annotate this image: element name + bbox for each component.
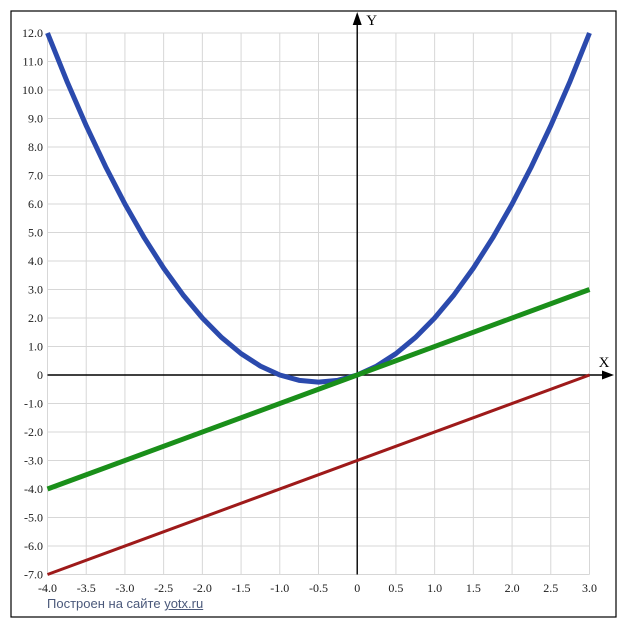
footer-text: Построен на сайте <box>47 596 161 611</box>
footer: Построен на сайте yotx.ru <box>47 596 203 611</box>
x-tick-label: -0.5 <box>309 581 328 595</box>
x-tick-label: 0 <box>354 581 360 595</box>
y-tick-label: 9.0 <box>28 112 43 126</box>
y-tick-label: 10.0 <box>22 83 43 97</box>
series-line-0 <box>45 32 592 385</box>
y-tick-label: 1.0 <box>28 340 43 354</box>
y-tick-label: 6.0 <box>28 197 43 211</box>
y-tick-label: 0 <box>37 368 43 382</box>
x-tick-label: -2.0 <box>193 581 212 595</box>
x-tick-label: 3.0 <box>582 581 597 595</box>
y-tick-label: 12.0 <box>22 26 43 40</box>
y-tick-label: 8.0 <box>28 140 43 154</box>
x-tick-label: 1.5 <box>466 581 481 595</box>
y-tick-label: -6.0 <box>24 539 43 553</box>
y-tick-label: 11.0 <box>22 55 43 69</box>
y-tick-label: 7.0 <box>28 169 43 183</box>
x-tick-label: -3.0 <box>115 581 134 595</box>
y-axis-arrow-icon <box>352 12 362 25</box>
footer-link[interactable]: yotx.ru <box>164 596 204 611</box>
y-tick-label: 2.0 <box>28 311 43 325</box>
x-tick-label: 2.0 <box>505 581 520 595</box>
y-tick-label: -4.0 <box>24 482 43 496</box>
x-tick-label: -3.5 <box>77 581 96 595</box>
x-tick-label: 2.5 <box>543 581 558 595</box>
x-tick-label: 0.5 <box>388 581 403 595</box>
y-axis-label: Y <box>366 13 377 29</box>
series-line-2 <box>46 373 591 576</box>
y-tick-label: 5.0 <box>28 226 43 240</box>
x-axis-label: X <box>599 355 610 371</box>
y-tick-label: -2.0 <box>24 425 43 439</box>
x-tick-label: -1.5 <box>232 581 251 595</box>
y-tick-label: -5.0 <box>24 511 43 525</box>
y-tick-label: -1.0 <box>24 397 43 411</box>
figure-border <box>10 10 617 618</box>
x-tick-label: -1.0 <box>270 581 289 595</box>
x-tick-label: -4.0 <box>38 581 57 595</box>
y-tick-label: 3.0 <box>28 283 43 297</box>
series-line-1 <box>46 287 591 492</box>
y-tick-label: -7.0 <box>24 568 43 582</box>
x-tick-label: -2.5 <box>154 581 173 595</box>
x-tick-label: 1.0 <box>427 581 442 595</box>
y-tick-label: 4.0 <box>28 254 43 268</box>
y-tick-label: -3.0 <box>24 454 43 468</box>
x-axis-arrow-icon <box>602 370 614 380</box>
